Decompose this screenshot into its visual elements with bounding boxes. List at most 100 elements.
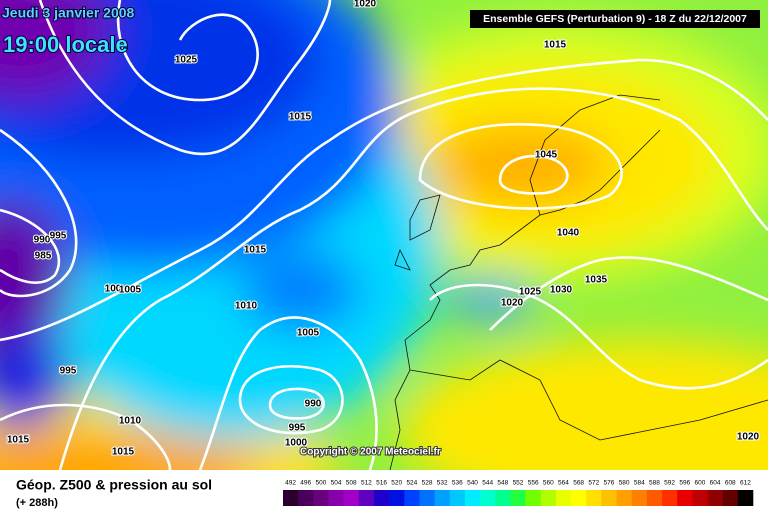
isobar-label: 1005 [297,328,320,339]
legend-label: 532 [437,480,448,487]
isobar-label: 990 [34,235,51,246]
legend-label: 548 [497,480,508,487]
isobar-label: 995 [60,366,77,377]
legend-swatch [434,490,451,506]
isobar [238,364,344,435]
legend-label: 580 [619,480,630,487]
isobar-label: 1015 [244,245,267,256]
isobar-label: 1010 [119,416,142,427]
isobar [0,403,172,470]
isobar-label: 1000 [285,438,308,449]
isobar-label: 1015 [112,447,135,458]
legend-label: 588 [649,480,660,487]
isobar [498,154,569,195]
legend-swatch [646,490,663,506]
legend-swatch [601,490,617,506]
model-info: Ensemble GEFS (Perturbation 9) - 18 Z du… [483,13,747,25]
legend-swatch [464,490,481,506]
legend-swatch [616,490,633,506]
legend-swatch [389,490,405,506]
legend-swatch [737,490,754,506]
legend-label: 612 [740,480,751,487]
isobar-label: 1045 [535,150,558,161]
legend-label: 568 [573,480,584,487]
legend-label: 608 [725,480,736,487]
isobar [38,0,332,156]
legend-label: 536 [452,480,463,487]
legend-swatch [722,490,739,506]
isobar-label: 1040 [557,228,580,239]
legend-label: 596 [679,480,690,487]
legend-swatch [525,490,542,506]
isobar [418,122,623,210]
legend-swatch [510,490,526,506]
footer-title: Géop. Z500 & pression au sol [16,477,212,493]
legend-label: 520 [391,480,402,487]
footer-lead: (+ 288h) [16,497,58,509]
isobar-label: 1020 [737,432,760,443]
legend-label: 516 [376,480,387,487]
isobar-label: 995 [50,231,67,242]
legend-swatch [298,490,314,506]
isobar-label: 1015 [544,40,567,51]
legend-label: 528 [422,480,433,487]
legend-swatch [313,490,329,506]
isobar-label: 1015 [7,435,30,446]
legend-label: 508 [346,480,357,487]
isobar-label: 1020 [354,0,377,10]
isobar-label: 1020 [501,298,524,309]
legend-label: 500 [315,480,326,487]
legend-label: 560 [543,480,554,487]
legend-label: 576 [604,480,615,487]
isobar [0,208,61,284]
legend-swatch [677,490,693,506]
isobar-label: 100 [105,284,122,295]
legend-label: 552 [513,480,524,487]
color-legend: 492 496 500 504 508 512 516 520 524 528 532 536 540 5… [283,480,754,506]
model-box [470,10,760,28]
legend-swatch [283,490,299,506]
legend-label: 504 [331,480,342,487]
isobar-label: 1025 [175,55,198,66]
isobar-label: 1015 [289,112,312,123]
legend-label: 512 [361,480,372,487]
legend-swatch [707,490,723,506]
legend-label: 584 [634,480,645,487]
legend-label: 572 [588,480,599,487]
isobar [116,0,259,102]
legend-label: 604 [710,480,721,487]
legend-label: 540 [467,480,478,487]
legend-label: 492 [285,480,296,487]
legend-swatch [555,490,572,506]
legend-swatch [419,490,435,506]
legend-swatch [404,490,420,506]
legend-swatch [586,490,602,506]
legend-swatch [373,490,390,506]
isobar-label: 990 [305,399,322,410]
isobar [489,256,768,331]
legend-swatch [343,490,360,506]
legend-swatch [495,490,511,506]
forecast-date: Jeudi 3 janvier 2008 [2,5,135,21]
legend-swatch [571,490,587,506]
legend-swatch [480,490,496,506]
isobar [198,316,378,470]
legend-label: 524 [406,480,417,487]
isobar [0,128,78,298]
isobar [268,387,325,420]
isobar-label: 995 [289,423,306,434]
legend-swatch [662,490,678,506]
isobar [429,283,768,390]
legend-label: 600 [695,480,706,487]
legend-label: 556 [528,480,539,487]
legend-swatch [449,490,466,506]
legend-label: 496 [300,480,311,487]
isobar-label: 1030 [550,285,573,296]
isobar [58,87,768,470]
forecast-time: 19:00 locale [3,32,128,57]
coastline [389,94,768,470]
legend-swatch [540,490,557,506]
